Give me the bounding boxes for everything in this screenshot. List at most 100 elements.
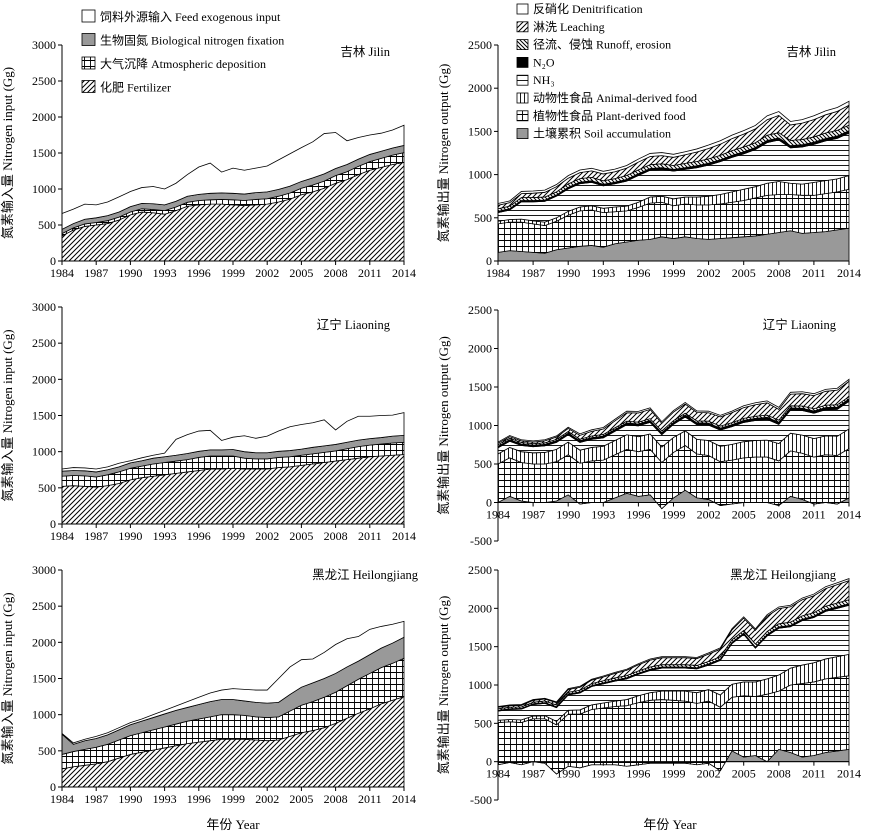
x-tick-label: 1996 bbox=[626, 266, 650, 280]
y-axis-title: 氮素输入量 Nitrogen input (Gg) bbox=[0, 67, 15, 239]
y-tick-label: 500 bbox=[38, 744, 56, 758]
x-tick-label: 1996 bbox=[626, 767, 650, 781]
x-tick-label: 2008 bbox=[324, 529, 348, 543]
y-tick-label: 500 bbox=[474, 457, 492, 471]
x-tick-label: 1984 bbox=[486, 508, 510, 522]
x-tick-label: 2014 bbox=[837, 266, 861, 280]
x-tick-label: 2002 bbox=[697, 767, 721, 781]
y-tick-label: 0 bbox=[486, 254, 492, 268]
y-tick-label: 2000 bbox=[32, 110, 56, 124]
y-tick-label: 500 bbox=[474, 716, 492, 730]
area-feed-exogenous-input bbox=[61, 620, 405, 745]
y-axis-title: 氮素输出量 Nitrogen output (Gg) bbox=[436, 64, 451, 243]
x-tick-label: 2005 bbox=[732, 508, 756, 522]
legend-label-plant-derived-food: 植物性食品 Plant-derived food bbox=[533, 108, 686, 123]
legend-swatch-leaching bbox=[516, 21, 529, 33]
x-tick-label: 1993 bbox=[153, 792, 177, 806]
input-legend: 饲料外源输入 Feed exogenous input 生物固氮 Biologic… bbox=[81, 9, 284, 95]
stacked-areas bbox=[497, 378, 850, 510]
liaoning-output-panel: -500 0 500 1000 1500 2000 2500 1984 1987 1990 1993… bbox=[436, 303, 861, 548]
y-tick-label: 2000 bbox=[468, 601, 492, 615]
x-tick-label: 1987 bbox=[84, 266, 108, 280]
x-tick-label: 2008 bbox=[324, 792, 348, 806]
x-tick-label: 1999 bbox=[662, 508, 686, 522]
x-tick-label: 2014 bbox=[392, 529, 416, 543]
y-tick-label: 2000 bbox=[32, 372, 56, 386]
x-tick-label: 2002 bbox=[255, 792, 279, 806]
x-axis-title-right: 年份 Year bbox=[643, 817, 697, 832]
x-tick-label: 1990 bbox=[118, 266, 142, 280]
x-tick-label: 2008 bbox=[767, 266, 791, 280]
area-denitrification bbox=[497, 378, 850, 444]
heilongjiang-output-panel: -500 0 500 1000 1500 2000 2500 1984 1987 1990 1993… bbox=[436, 563, 861, 807]
x-tick-label: 2002 bbox=[255, 266, 279, 280]
legend-swatch-runoff-erosion bbox=[516, 39, 529, 50]
y-tick-label: 3000 bbox=[32, 38, 56, 52]
liaoning-input-panel: 0 500 1000 1500 2000 2500 3000 1984 1987 1990 1993… bbox=[0, 300, 416, 543]
y-tick-label: 1500 bbox=[32, 672, 56, 686]
panel-title: 吉林 Jilin bbox=[340, 45, 390, 59]
legend-swatch-biological-nitrogen-fixation bbox=[81, 33, 96, 46]
y-tick-label: 500 bbox=[38, 218, 56, 232]
y-tick-label: 1000 bbox=[32, 708, 56, 722]
x-tick-label: 2014 bbox=[392, 266, 416, 280]
y-tick-label: -500 bbox=[470, 534, 492, 548]
panel-title: 黑龙江 Heilongjiang bbox=[730, 568, 837, 582]
x-tick-label: 1996 bbox=[626, 508, 650, 522]
x-tick-label: 2005 bbox=[732, 266, 756, 280]
x-tick-label: 1993 bbox=[591, 767, 615, 781]
panel-title: 吉林 Jilin bbox=[786, 45, 836, 59]
x-tick-label: 1990 bbox=[556, 767, 580, 781]
x-tick-label: 1999 bbox=[221, 529, 245, 543]
legend-swatch-animal-derived-food bbox=[516, 92, 529, 104]
x-tick-label: 1984 bbox=[50, 529, 74, 543]
x-tick-label: 2011 bbox=[358, 792, 382, 806]
legend-label-atmospheric-deposition: 大气沉降 Atmospheric deposition bbox=[100, 56, 266, 71]
legend-label-leaching: 淋洗 Leaching bbox=[533, 20, 605, 34]
y-tick-label: 2500 bbox=[32, 599, 56, 613]
legend-swatch-atmospheric-deposition bbox=[81, 56, 96, 70]
y-tick-label: 3000 bbox=[32, 300, 56, 314]
x-tick-label: 1999 bbox=[662, 266, 686, 280]
x-tick-label: 2002 bbox=[255, 529, 279, 543]
legend-swatch-plant-derived-food bbox=[516, 110, 529, 122]
x-tick-label: 2005 bbox=[289, 792, 313, 806]
x-tick-label: 1996 bbox=[187, 529, 211, 543]
legend-label-runoff-erosion: 径流、侵蚀 Runoff, erosion bbox=[533, 37, 671, 52]
legend-swatch-nh bbox=[516, 74, 529, 86]
y-tick-label: 1000 bbox=[468, 419, 492, 433]
x-tick-label: 2011 bbox=[358, 529, 382, 543]
legend-label-soil-accumulation: 土壤累积 Soil accumulation bbox=[533, 126, 671, 141]
jilin-input-panel: 0 500 1000 1500 2000 2500 3000 1984 1987 1990 1993… bbox=[0, 38, 416, 280]
x-tick-label: 2014 bbox=[837, 508, 861, 522]
x-tick-label: 2014 bbox=[392, 792, 416, 806]
x-tick-label: 2008 bbox=[324, 266, 348, 280]
y-tick-label: 1000 bbox=[32, 182, 56, 196]
y-axis-title: 氮素输入量 Nitrogen input (Gg) bbox=[0, 329, 15, 501]
y-tick-label: 0 bbox=[486, 755, 492, 769]
x-tick-label: 1990 bbox=[118, 529, 142, 543]
y-tick-label: 3000 bbox=[32, 563, 56, 577]
x-tick-label: 1987 bbox=[84, 792, 108, 806]
x-tick-label: 1987 bbox=[521, 266, 545, 280]
x-tick-label: 1987 bbox=[521, 767, 545, 781]
x-tick-label: 1999 bbox=[221, 266, 245, 280]
x-tick-label: 2002 bbox=[697, 508, 721, 522]
stacked-areas bbox=[61, 412, 405, 525]
legend-label-feed-exogenous-input: 饲料外源输入 Feed exogenous input bbox=[100, 9, 281, 24]
x-tick-label: 2005 bbox=[289, 266, 313, 280]
x-tick-label: 2008 bbox=[767, 767, 791, 781]
area-feed-exogenous-input bbox=[61, 412, 405, 473]
x-tick-label: 2008 bbox=[767, 508, 791, 522]
y-tick-label: 1500 bbox=[468, 124, 492, 138]
x-tick-label: 1987 bbox=[84, 529, 108, 543]
x-tick-label: 1984 bbox=[486, 767, 510, 781]
x-tick-label: 2011 bbox=[802, 266, 826, 280]
y-tick-label: 1000 bbox=[32, 445, 56, 459]
legend-label-fertilizer: 化肥 Fertilizer bbox=[100, 81, 171, 95]
y-axis-title: 氮素输出量 Nitrogen output (Gg) bbox=[436, 596, 451, 775]
output-legend: 反硝化 Denitrification 淋洗 Leaching 径流、侵蚀 Runo… bbox=[516, 2, 697, 141]
x-tick-label: 1984 bbox=[486, 266, 510, 280]
y-tick-label: -500 bbox=[470, 793, 492, 807]
